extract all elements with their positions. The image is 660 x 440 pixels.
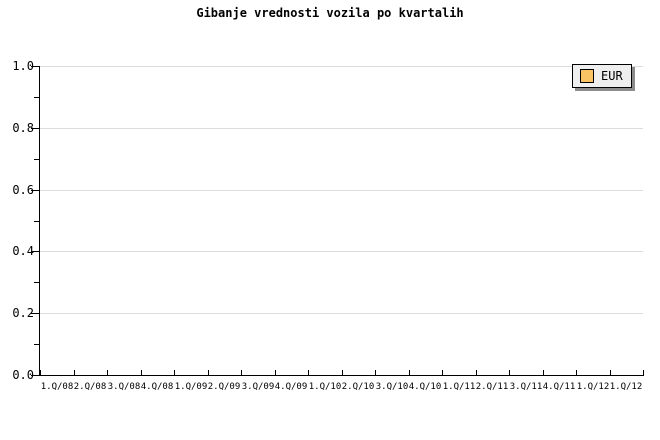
y-axis-tick-label: 1.0 [12,59,34,73]
y-axis-major-tick [31,190,39,191]
x-axis-tick-label: 3.Q/10 [375,382,409,392]
gridline-y-0.8 [40,128,643,129]
x-axis-tick-label: 3.Q/09 [241,382,275,392]
y-axis-minor-tick [34,159,39,160]
x-axis-line [39,375,644,376]
x-axis-tick-label: 1.Q/08 [40,382,74,392]
legend-box: EUR [572,64,632,88]
x-axis-tick-label: 2.Q/10 [341,382,375,392]
chart-title: Gibanje vrednosti vozila po kvartalih [196,6,464,20]
y-axis-major-tick [31,313,39,314]
x-axis-tick [409,370,410,375]
x-axis-tick [208,370,209,375]
x-axis-tick [643,370,644,375]
y-axis-major-tick [31,375,39,376]
y-axis-tick-label: 0.2 [12,306,34,320]
x-axis-tick-label: 2.Q/09 [207,382,241,392]
x-axis-tick [141,370,142,375]
x-axis-tick-label: 1.Q/09 [174,382,208,392]
x-axis-tick [241,370,242,375]
x-axis-tick [576,370,577,375]
x-axis-tick-label: 4.Q/11 [542,382,576,392]
x-axis-tick [275,370,276,375]
y-axis-line [39,66,40,376]
x-axis-tick-label: 1.Q/12 [576,382,610,392]
y-axis-major-tick [31,128,39,129]
x-axis-tick [543,370,544,375]
gridline-y-0.4 [40,251,643,252]
x-axis-tick [174,370,175,375]
x-axis-tick-label: 1.Q/11 [442,382,476,392]
x-axis-tick-label: 4.Q/09 [274,382,308,392]
x-axis-tick-label: 3.Q/08 [107,382,141,392]
y-axis-minor-tick [34,97,39,98]
x-axis-tick [375,370,376,375]
x-axis-tick [610,370,611,375]
x-axis-tick [107,370,108,375]
gridline-y-1.0 [40,66,643,67]
x-axis-tick [509,370,510,375]
x-axis-tick [442,370,443,375]
x-axis-tick-label: 2.Q/11 [475,382,509,392]
y-axis-tick-label: 0.4 [12,244,34,258]
legend-eur-label: EUR [601,69,623,83]
x-axis-tick [74,370,75,375]
gridline-y-0.6 [40,190,643,191]
x-axis-tick-label: 1.Q/12 [609,382,643,392]
y-axis-tick-label: 0.8 [12,121,34,135]
y-axis-tick-label: 0.6 [12,183,34,197]
x-axis-tick-label: 2.Q/08 [73,382,107,392]
x-axis-tick [476,370,477,375]
x-axis-tick-label: 1.Q/10 [308,382,342,392]
x-axis-tick [40,370,41,375]
x-axis-tick [308,370,309,375]
gridline-y-0.2 [40,313,643,314]
y-axis-minor-tick [34,282,39,283]
y-axis-tick-label: 0.0 [12,368,34,382]
y-axis-minor-tick [34,221,39,222]
y-axis-major-tick [31,251,39,252]
y-axis-major-tick [31,66,39,67]
x-axis-tick-label: 3.Q/11 [509,382,543,392]
y-axis-minor-tick [34,344,39,345]
x-axis-tick [342,370,343,375]
x-axis-tick-label: 4.Q/08 [140,382,174,392]
x-axis-tick-label: 4.Q/10 [408,382,442,392]
legend-eur-swatch-icon [580,69,594,83]
